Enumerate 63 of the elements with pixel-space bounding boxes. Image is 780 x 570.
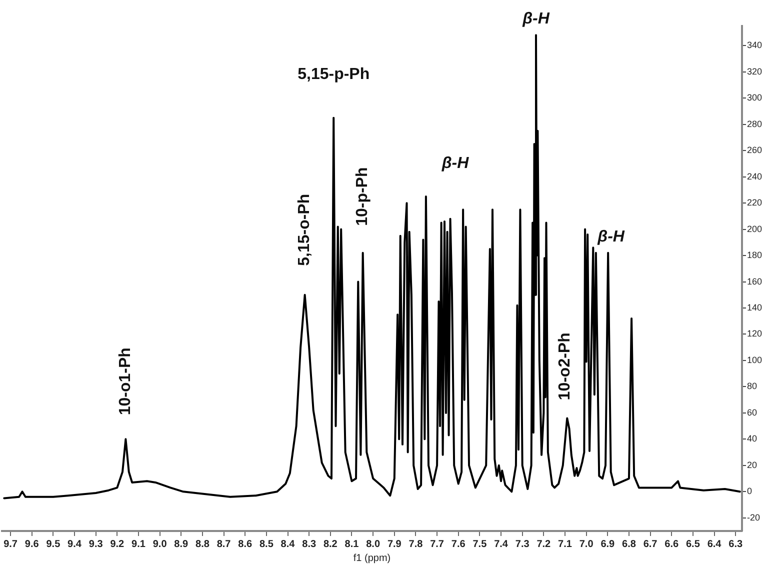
x-tick-label: 7.7: [430, 538, 444, 550]
x-tick-label: 8.3: [302, 538, 316, 550]
x-tick-label: 8.7: [216, 538, 232, 550]
x-tick-label: 7.6: [451, 538, 466, 550]
x-tick-label: 9.0: [152, 538, 168, 550]
y-tick-label: 180: [747, 250, 762, 260]
y-tick-label: 280: [747, 118, 762, 129]
annotation: 10-o1-Ph: [117, 348, 134, 416]
x-tick-label: 8.1: [344, 538, 360, 550]
annotation: β-H: [596, 228, 625, 246]
x-axis-title: f1 (ppm): [353, 552, 391, 564]
y-tick-label: 20: [747, 460, 758, 470]
y-tick-label: 260: [747, 145, 762, 156]
x-tick-label: 6.4: [707, 538, 722, 550]
x-tick-label: 6.7: [643, 538, 658, 550]
y-tick-label: 80: [747, 381, 758, 392]
x-tick-label: 7.9: [387, 538, 402, 550]
y-tick-label: 320: [747, 66, 762, 76]
annotation: 5,15-o-Ph: [296, 194, 314, 266]
x-tick-label: 9.4: [68, 538, 82, 550]
y-tick-label: 0: [747, 486, 752, 496]
annotation: 10-p-Ph: [354, 167, 372, 226]
y-tick-label: -20: [747, 512, 760, 522]
x-tick-label: 8.0: [366, 538, 380, 550]
x-tick-label: 8.4: [280, 538, 296, 550]
y-tick-label: 40: [747, 434, 758, 444]
x-tick-label: 9.5: [46, 538, 61, 550]
x-tick-label: 6.3: [728, 538, 743, 550]
x-tick-label: 6.9: [600, 538, 616, 550]
x-tick-label: 6.5: [686, 538, 700, 550]
y-tick-label: 100: [747, 354, 762, 365]
x-tick-label: 6.6: [664, 538, 680, 550]
x-tick-label: 7.0: [579, 538, 594, 550]
x-tick-label: 9.2: [110, 538, 125, 550]
annotation: 10-o2-Ph: [556, 332, 574, 400]
annotation: β-H: [522, 10, 550, 28]
y-tick-label: 140: [747, 302, 762, 312]
x-tick-label: 8.6: [238, 538, 252, 550]
annotation: 5,15-p-Ph: [298, 66, 370, 84]
x-tick-label: 7.4: [494, 538, 508, 550]
x-tick-label: 9.6: [24, 538, 40, 550]
x-tick-label: 7.8: [408, 538, 424, 550]
y-tick-label: 240: [747, 171, 762, 182]
x-tick-label: 9.3: [88, 538, 104, 550]
x-tick-label: 7.3: [515, 538, 530, 550]
x-tick-label: 8.9: [174, 538, 189, 550]
annotation: β-H: [440, 155, 470, 172]
x-tick-label: 7.1: [558, 538, 572, 550]
y-tick-label: 60: [747, 407, 758, 418]
x-tick-label: 6.8: [622, 538, 636, 550]
x-tick-label: 9.7: [4, 538, 18, 550]
y-tick-label: 200: [747, 224, 762, 234]
y-tick-label: 300: [747, 92, 762, 103]
y-tick-label: 220: [747, 198, 762, 208]
x-tick-label: 9.1: [132, 538, 146, 550]
x-tick-label: 8.5: [259, 538, 274, 550]
x-tick-label: 8.2: [323, 538, 338, 550]
y-tick-label: 340: [747, 40, 762, 50]
y-tick-label: 120: [747, 328, 762, 339]
x-tick-label: 7.2: [536, 538, 552, 550]
x-tick-label: 7.5: [472, 538, 488, 550]
y-tick-label: 160: [747, 276, 762, 286]
x-tick-label: 8.8: [196, 538, 210, 550]
